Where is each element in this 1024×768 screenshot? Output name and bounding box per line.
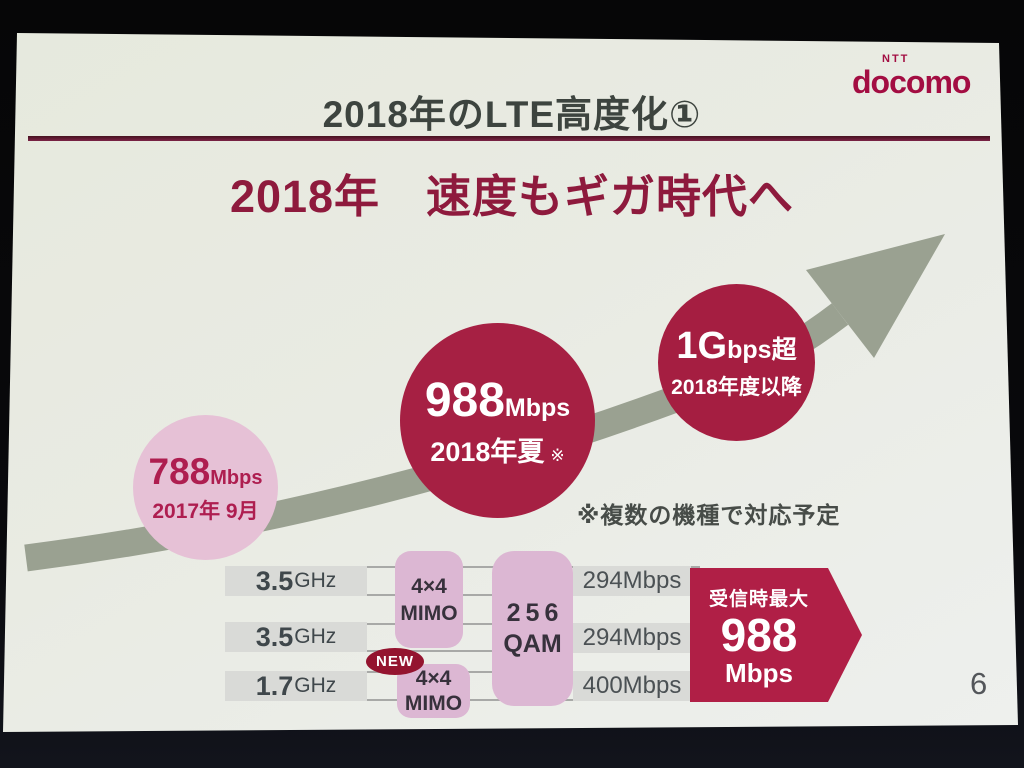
result-label: 受信時最大 <box>708 588 809 610</box>
milestone-date: 2018年夏 ※ <box>430 436 565 467</box>
new-badge: NEW <box>366 648 424 675</box>
milestone-speed: 988Mbps <box>424 373 571 427</box>
speed-bar-row2: 294Mbps <box>573 623 691 653</box>
asterisk-mark: ※ <box>550 445 565 465</box>
band-bar-row2: 3.5 GHz <box>225 622 367 652</box>
mimo-box-top: 4×4 MIMO <box>395 551 463 648</box>
milestone-circle-788: 788Mbps 2017年 9月 <box>133 415 278 560</box>
milestone-date: 2017年 9月 <box>152 499 259 523</box>
band-bar-row3: 1.7 GHz <box>225 671 367 701</box>
result-unit: Mbps <box>725 657 793 688</box>
speed-bar-row3: 400Mbps <box>573 671 691 701</box>
growth-arrow-head-icon <box>806 234 945 358</box>
slide-title: 2018年のLTE高度化① <box>322 94 702 135</box>
page-number: 6 <box>970 666 988 701</box>
qam-box: 256 QAM <box>492 551 573 706</box>
speed-bar-row1: 294Mbps <box>573 566 691 596</box>
ntt-label: NTT <box>882 53 910 65</box>
title-rule <box>28 136 990 141</box>
milestone-circle-988: 988Mbps 2018年夏 ※ <box>400 323 595 518</box>
milestone-date: 2018年度以降 <box>671 375 802 399</box>
docomo-wordmark: docomo <box>852 64 971 100</box>
footnote: ※複数の機種で対応予定 <box>577 502 841 528</box>
docomo-logo: NTT docomo <box>852 53 971 100</box>
slide-heading: 2018年 速度もギガ時代へ <box>229 171 795 222</box>
milestone-speed: 1Gbps超 <box>676 324 797 367</box>
band-bar-row1: 3.5 GHz <box>225 566 367 596</box>
result-value: 988 <box>720 608 798 661</box>
milestone-speed: 788Mbps <box>148 450 263 492</box>
result-arrow: 受信時最大 988 Mbps <box>690 568 862 702</box>
milestone-circle-1g: 1Gbps超 2018年度以降 <box>658 284 815 441</box>
